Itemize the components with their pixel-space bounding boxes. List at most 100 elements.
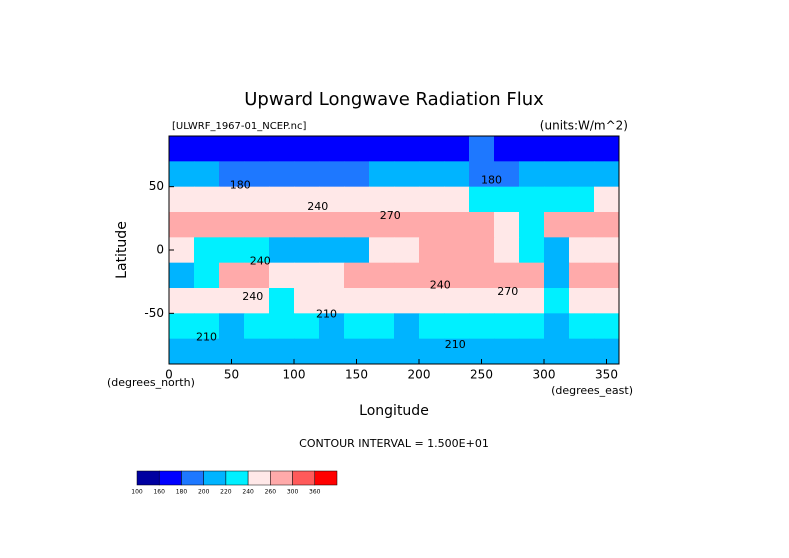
field-cell [169,161,195,188]
contour-label: 180 [230,178,251,191]
colorbar-label: 360 [309,489,321,496]
colorbar-label: 160 [153,489,165,496]
field-cell [194,262,220,289]
field-cell [544,338,570,365]
colorbar-label: 300 [287,489,299,496]
field-cell [369,161,395,188]
field-cell [394,161,420,188]
field-cell [394,136,420,162]
x-tick-label: 200 [408,368,431,382]
field-cell [319,161,345,188]
field-cell [169,212,195,238]
field-cell [569,237,595,264]
colorbar-label: 240 [242,489,254,496]
field-cell [594,212,620,238]
field-cell [544,161,570,188]
field-cell [294,161,320,188]
field-cell [494,186,520,213]
field-cell [244,186,270,213]
field-cell [394,212,420,238]
field-cell [194,288,220,314]
field-cell [369,237,395,264]
contour-label: 240 [242,290,263,303]
colorbar-label: 100 [131,489,143,496]
field-cell [294,288,320,314]
colorbar-swatch [181,470,204,486]
field-cell [319,313,345,340]
field-cell [519,338,545,365]
field-cell [269,161,295,188]
field-cell [569,262,595,289]
field-cell [269,288,295,314]
field-cell [419,288,445,314]
contour-label: 270 [380,209,401,222]
field-cell [469,186,495,213]
field-cell [344,136,370,162]
field-cell [444,136,470,162]
field-cell [544,186,570,213]
contour-label: 240 [307,200,328,213]
field-cell [594,136,620,162]
field-cell [269,262,295,289]
field-cell [369,338,395,365]
field-cell [519,262,545,289]
x-unit-label: (degrees_east) [551,384,633,397]
field-cell [444,338,470,365]
field-cell [269,313,295,340]
x-axis-title: Longitude [359,403,429,419]
field-cell [444,237,470,264]
field-cell [219,186,245,213]
field-cell [394,288,420,314]
field-cell [369,136,395,162]
colorbar-swatch [136,470,160,486]
field-cell [344,237,370,264]
contour-label: 210 [445,338,466,351]
field-cell [444,262,470,289]
x-tick-label: 100 [283,368,306,382]
field-cell [294,136,320,162]
x-tick-label: 0 [165,368,173,382]
contour-label: 240 [250,254,271,267]
field-cell [419,338,445,365]
field-cell [244,313,270,340]
y-tick-label: 50 [149,179,164,193]
field-cell [444,161,470,188]
field-cell [494,262,520,289]
field-cell [419,186,445,213]
field-cell [419,237,445,264]
field-cell [219,212,245,238]
field-cell [494,212,520,238]
colorbar-label: 180 [176,489,188,496]
field-cell [469,237,495,264]
field-cell [344,288,370,314]
field-cell [219,161,245,188]
field-cell [544,237,570,264]
x-tick-label: 50 [224,368,239,382]
field-cell [444,186,470,213]
field-cell [419,136,445,162]
field-cell [344,313,370,340]
field-cell [519,186,545,213]
colorbar-label: 200 [198,489,210,496]
field-cell [219,313,245,340]
y-unit-label: (degrees_north) [107,376,195,389]
field-cell [469,136,495,162]
field-cell [344,262,370,289]
field-cell [494,313,520,340]
contour-interval-note: CONTOUR INTERVAL = 1.500E+01 [299,437,489,450]
colorbar-swatch [203,470,227,486]
contour-label: 270 [497,285,518,298]
field-cell [494,136,520,162]
colorbar-label: 220 [220,489,232,496]
field-cell [419,262,445,289]
field-cell [594,313,620,340]
colorbar-swatch [158,470,182,486]
field-cell [394,313,420,340]
contour-label: 240 [430,278,451,291]
field-cell [294,313,320,340]
field-cell [569,186,595,213]
field-cell [344,186,370,213]
field-cell [369,288,395,314]
